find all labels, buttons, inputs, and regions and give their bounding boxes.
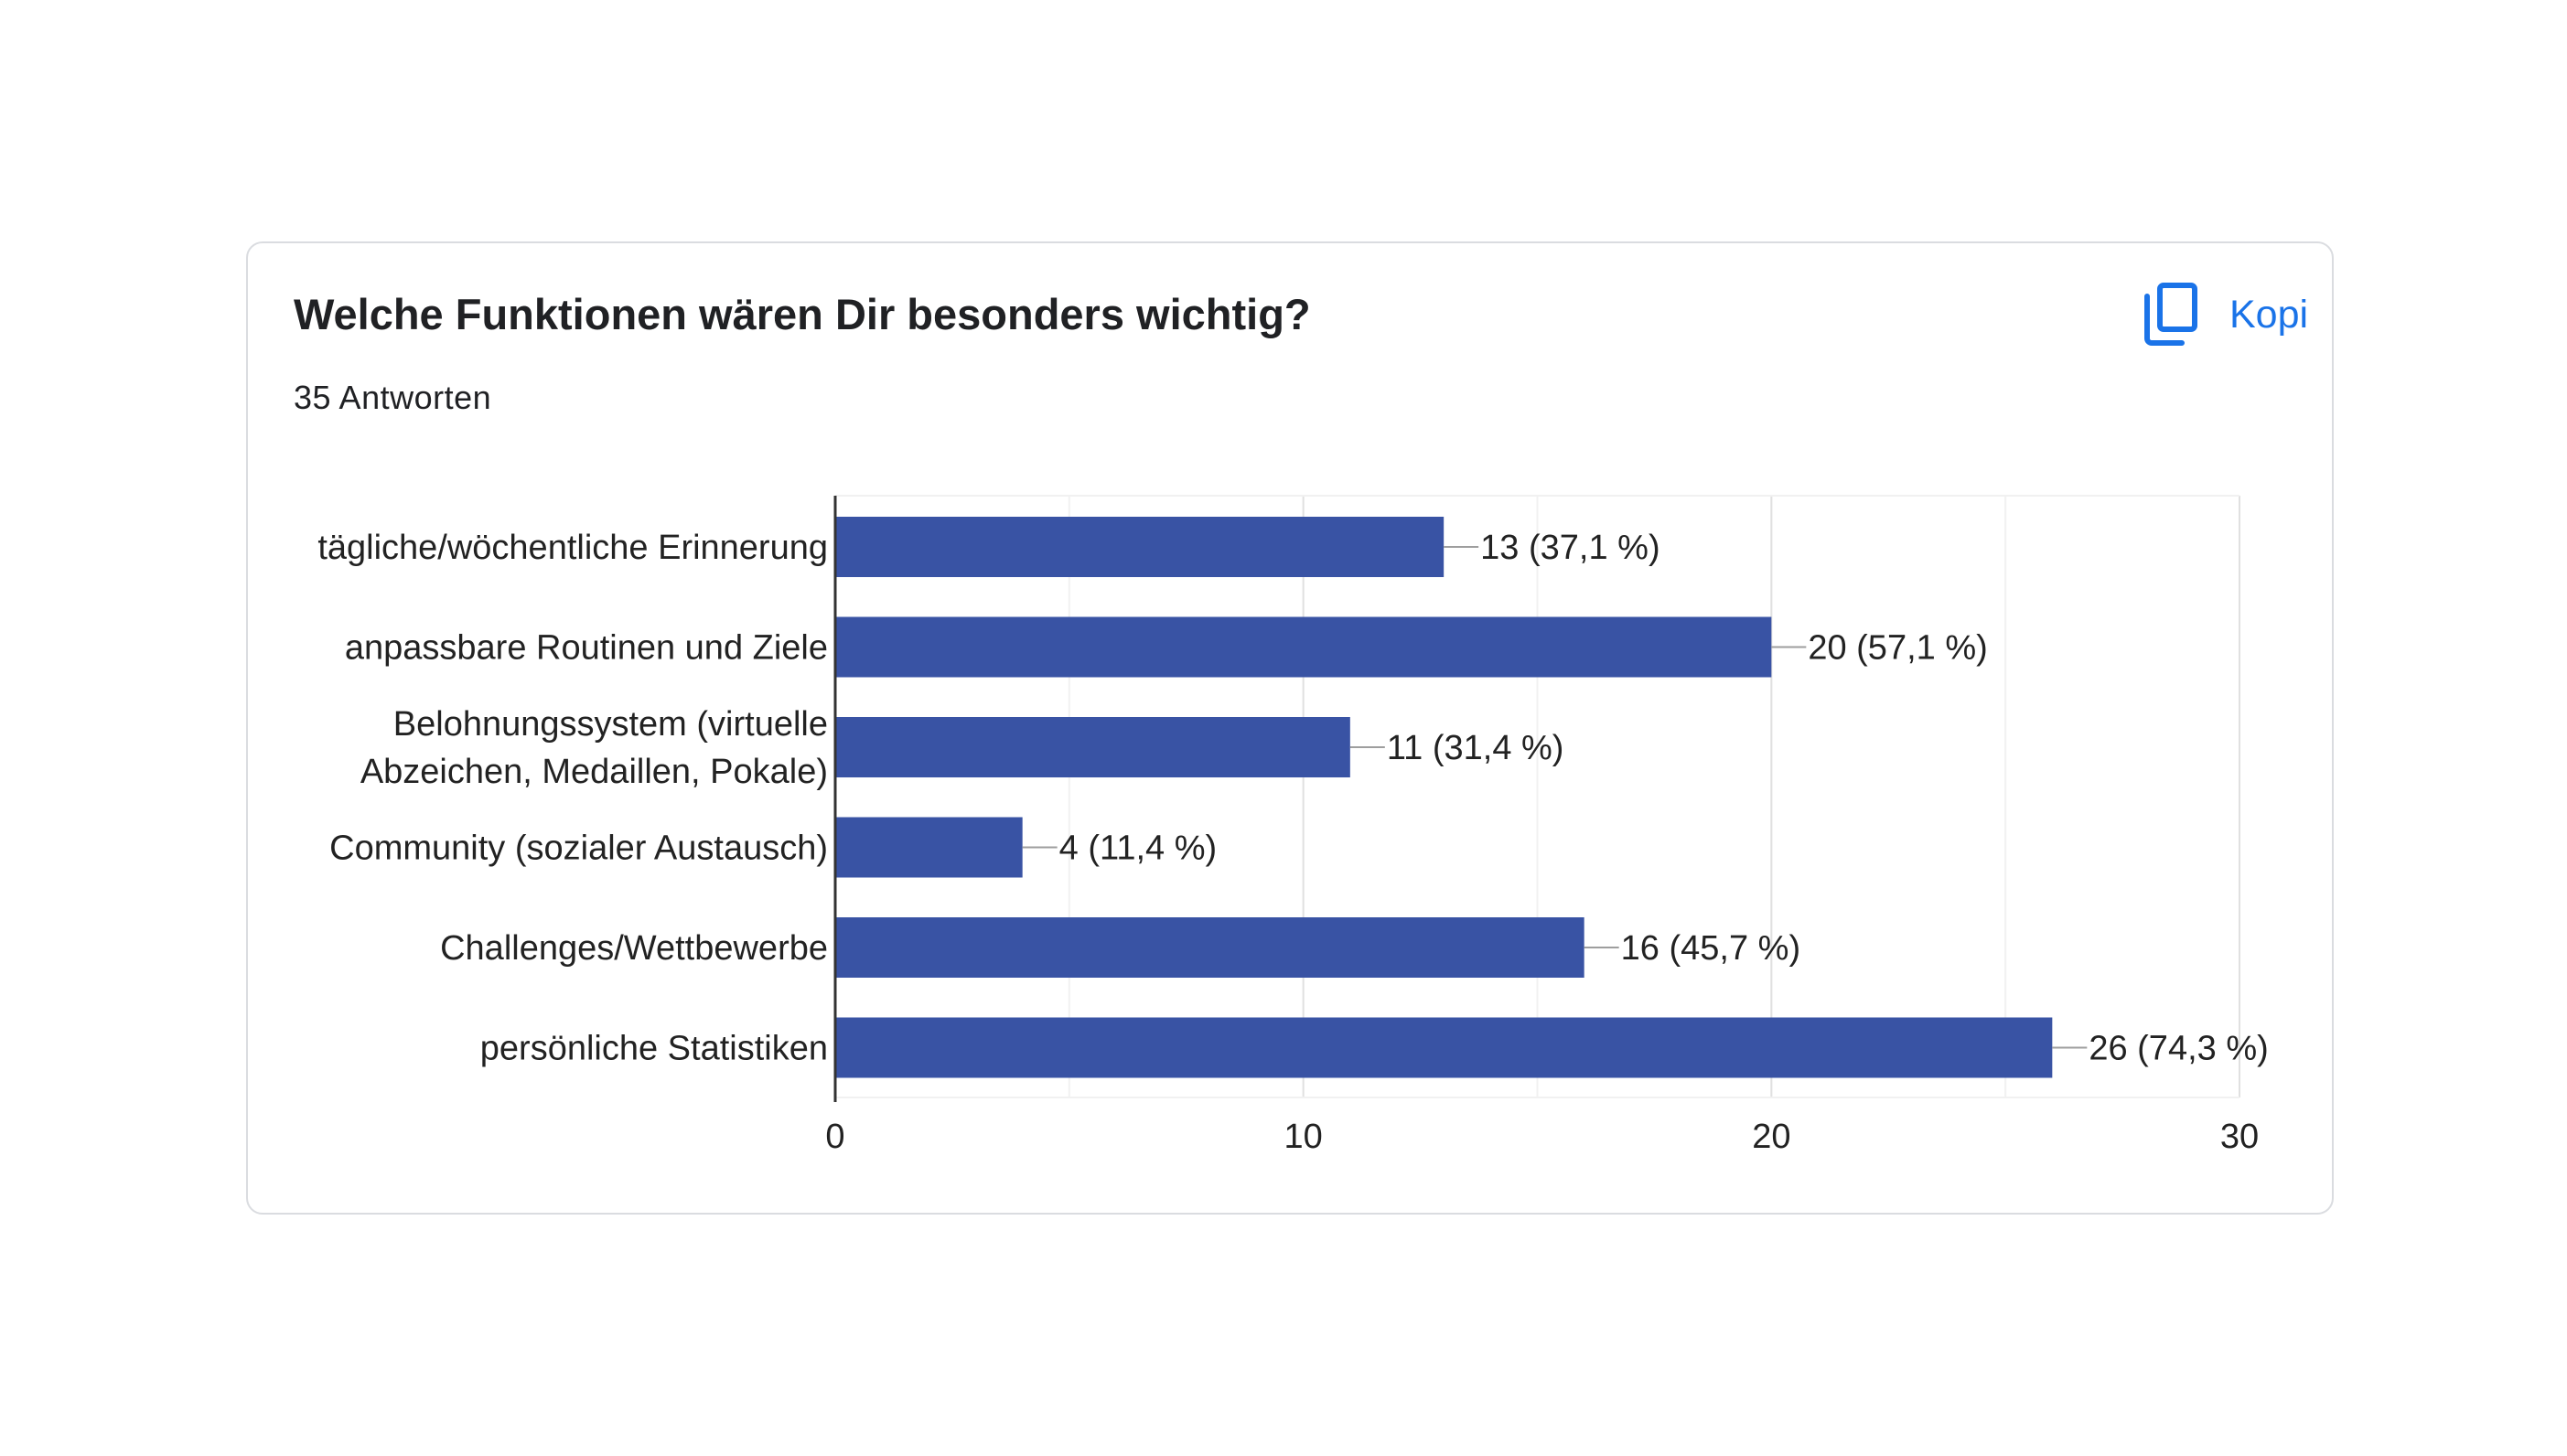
value-label: 20 (57,1 %) bbox=[1808, 629, 1987, 668]
x-tick-label: 30 bbox=[2220, 1118, 2259, 1156]
bar[interactable] bbox=[836, 817, 1023, 878]
category-label: Community (sozialer Austausch) bbox=[329, 830, 828, 868]
category-label-line: tägliche/wöchentliche Erinnerung bbox=[317, 529, 828, 567]
bar[interactable] bbox=[836, 517, 1445, 577]
bar[interactable] bbox=[836, 917, 1584, 978]
category-label-line: Belohnungssystem (virtuelle bbox=[393, 705, 828, 744]
x-tick-label: 0 bbox=[825, 1118, 844, 1156]
bars bbox=[836, 517, 2053, 1078]
bar[interactable] bbox=[836, 1017, 2053, 1078]
chart-title: Welche Funktionen wären Dir besonders wi… bbox=[294, 290, 1311, 338]
category-label-line: Community (sozialer Austausch) bbox=[329, 830, 828, 868]
x-tick-label: 10 bbox=[1284, 1118, 1323, 1156]
gridlines bbox=[835, 495, 2240, 1098]
copy-button[interactable]: Kopi bbox=[2142, 278, 2308, 351]
labels: 13 (37,1 %) tägliche/wöchentliche Erinner… bbox=[317, 529, 2268, 1156]
value-label: 4 (11,4 %) bbox=[1059, 830, 1217, 868]
category-label: persönliche Statistiken bbox=[480, 1030, 828, 1068]
chart-card: Welche Funktionen wären Dir besonders wi… bbox=[246, 241, 2334, 1215]
bar-chart: 13 (37,1 %) tägliche/wöchentliche Erinner… bbox=[317, 495, 2269, 1156]
bar[interactable] bbox=[836, 717, 1350, 777]
category-label: tägliche/wöchentliche Erinnerung bbox=[317, 529, 828, 567]
response-count: 35 Antworten bbox=[294, 379, 492, 416]
category-label-line: Abzeichen, Medaillen, Pokale) bbox=[360, 753, 828, 791]
category-label-line: anpassbare Routinen und Ziele bbox=[345, 629, 828, 668]
category-label-line: Challenges/Wettbewerbe bbox=[440, 929, 828, 968]
category-label: Challenges/Wettbewerbe bbox=[440, 929, 828, 968]
copy-icon[interactable] bbox=[2142, 282, 2200, 348]
x-tick-label: 20 bbox=[1752, 1118, 1790, 1156]
value-label: 13 (37,1 %) bbox=[1480, 529, 1659, 567]
copy-label[interactable]: Kopi bbox=[2229, 292, 2309, 337]
category-label: Belohnungssystem (virtuelle Abzeichen, Me… bbox=[360, 705, 828, 791]
category-label: anpassbare Routinen und Ziele bbox=[345, 629, 828, 668]
value-label: 16 (45,7 %) bbox=[1621, 929, 1800, 968]
bar[interactable] bbox=[836, 616, 1772, 678]
category-label-line: persönliche Statistiken bbox=[480, 1030, 828, 1068]
value-label: 11 (31,4 %) bbox=[1387, 729, 1564, 767]
value-label: 26 (74,3 %) bbox=[2089, 1030, 2268, 1068]
